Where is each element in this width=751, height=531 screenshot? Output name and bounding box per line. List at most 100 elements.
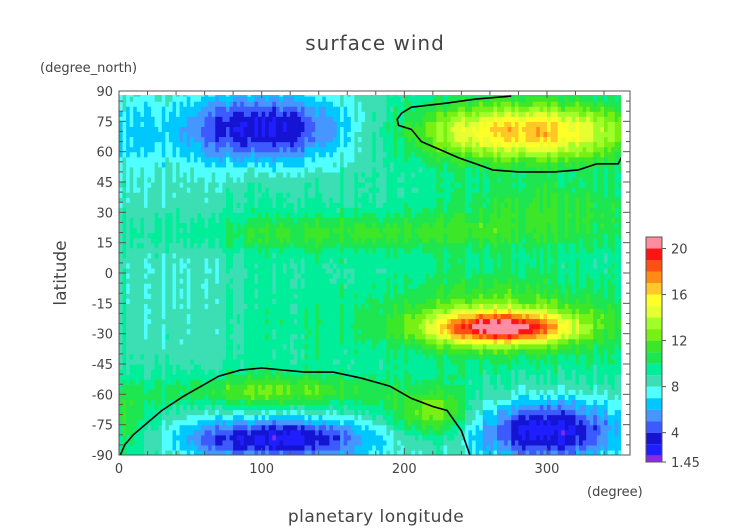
field-cell	[176, 323, 181, 330]
field-cell	[275, 101, 281, 107]
field-cell	[332, 161, 338, 168]
field-cell	[279, 338, 284, 345]
field-cell	[122, 126, 127, 133]
field-cell	[350, 101, 355, 107]
field-cell	[140, 358, 145, 365]
field-cell	[240, 95, 245, 97]
field-cell	[243, 171, 248, 178]
field-cell	[300, 439, 306, 446]
field-cell	[350, 449, 355, 455]
field-cell	[236, 242, 241, 249]
field-cell	[290, 192, 295, 198]
field-cell	[357, 207, 363, 213]
field-cell	[265, 298, 270, 304]
field-cell	[250, 308, 256, 315]
field-cell	[186, 237, 191, 244]
field-cell	[354, 222, 359, 229]
field-cell	[254, 116, 259, 122]
field-cell	[151, 252, 156, 259]
field-cell	[161, 166, 166, 173]
field-cell	[158, 202, 163, 208]
field-cell	[229, 222, 234, 229]
field-cell	[211, 227, 216, 234]
field-cell	[361, 379, 366, 385]
field-cell	[250, 227, 256, 234]
field-cell	[222, 161, 227, 168]
field-cell	[218, 449, 224, 455]
field-cell	[275, 111, 281, 117]
field-cell	[240, 257, 245, 264]
field-cell	[129, 252, 134, 259]
field-cell	[332, 212, 338, 218]
field-cell	[183, 111, 188, 117]
field-cell	[176, 389, 181, 395]
field-cell	[215, 197, 220, 203]
field-cell	[168, 197, 174, 203]
field-cell	[211, 141, 216, 148]
field-cell	[261, 313, 266, 320]
field-cell	[243, 116, 248, 122]
field-cell	[179, 419, 184, 426]
field-cell	[208, 353, 213, 360]
field-cell	[172, 389, 177, 395]
field-cell	[354, 409, 359, 416]
field-cell	[343, 424, 348, 431]
field-cell	[325, 166, 331, 173]
field-cell	[336, 273, 341, 279]
field-cell	[179, 369, 184, 375]
field-cell	[325, 353, 331, 360]
field-cell	[347, 379, 352, 385]
field-cell	[183, 161, 188, 168]
field-cell	[176, 111, 181, 117]
field-cell	[268, 353, 273, 360]
field-cell	[129, 358, 134, 365]
field-cell	[293, 283, 298, 289]
field-cell	[258, 283, 263, 289]
field-cell	[215, 116, 220, 122]
field-cell	[361, 131, 366, 138]
field-cell	[250, 242, 256, 249]
field-cell	[311, 303, 316, 309]
field-cell	[233, 283, 238, 289]
field-cell	[197, 338, 202, 345]
field-cell	[308, 101, 313, 107]
field-cell	[304, 166, 309, 173]
field-cell	[272, 257, 277, 264]
field-cell	[129, 379, 134, 385]
field-cell	[286, 389, 291, 395]
field-cell	[154, 293, 159, 299]
field-cell	[318, 328, 323, 335]
field-cell	[357, 384, 363, 390]
field-cell	[250, 151, 256, 158]
field-cell	[218, 313, 224, 320]
field-cell	[283, 151, 288, 158]
field-cell	[325, 424, 331, 431]
field-cell	[133, 95, 138, 97]
field-cell	[318, 343, 323, 350]
field-cell	[225, 222, 231, 229]
field-cell	[308, 96, 313, 102]
field-cell	[272, 358, 277, 365]
field-cell	[350, 439, 355, 446]
field-cell	[247, 156, 252, 163]
field-cell	[140, 278, 145, 284]
field-cell	[250, 379, 256, 385]
field-cell	[208, 379, 213, 385]
field-cell	[261, 288, 266, 294]
field-cell	[361, 262, 366, 269]
field-cell	[261, 192, 266, 198]
field-cell	[211, 308, 216, 315]
field-cell	[165, 333, 170, 340]
field-cell	[322, 394, 327, 400]
field-cell	[354, 227, 359, 234]
field-cell	[129, 227, 134, 234]
field-cell	[275, 197, 281, 203]
field-cell	[218, 106, 224, 112]
field-cell	[304, 278, 309, 284]
field-cell	[261, 171, 266, 178]
field-cell	[286, 384, 291, 390]
field-cell	[322, 197, 327, 203]
field-cell	[215, 151, 220, 158]
field-cell	[315, 343, 320, 350]
field-cell	[247, 146, 252, 153]
